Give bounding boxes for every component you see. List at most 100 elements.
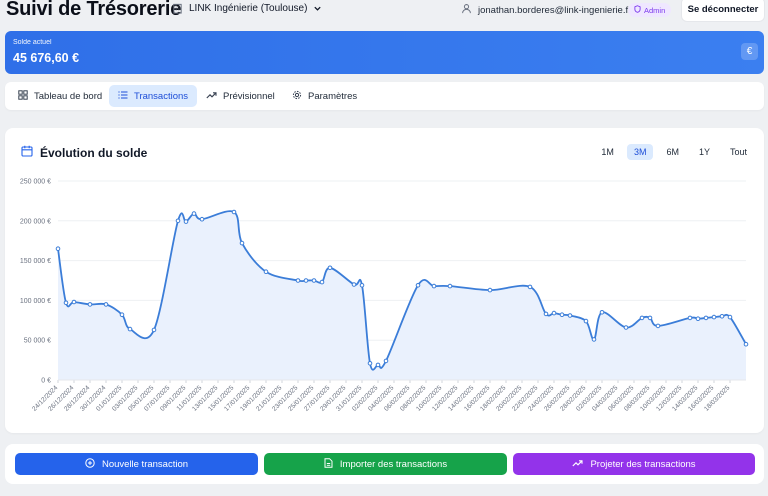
tab-settings-label: Paramètres — [308, 90, 358, 102]
range-3m-button[interactable]: 3M — [626, 144, 654, 160]
data-point — [743, 341, 749, 347]
tab-transactions[interactable]: Transactions — [109, 85, 198, 107]
data-point — [647, 315, 653, 321]
tab-dashboard-label: Tableau de bord — [34, 90, 103, 102]
list-icon — [118, 90, 128, 103]
data-point — [263, 269, 269, 274]
balance-chart-card: 0 € 50 000 € 100 000 € 150 000 € 200 000 € 25… — [5, 128, 764, 433]
company-name: LINK Ingénierie (Toulouse) — [189, 3, 308, 14]
tab-settings[interactable]: Paramètres — [283, 85, 366, 107]
user-info: jonathan.borderes@link-ingenierie.fr — [461, 3, 631, 17]
data-point — [87, 302, 93, 307]
data-point — [655, 323, 661, 329]
data-point — [199, 216, 205, 222]
y-tick-label: 100 000 € — [20, 298, 51, 305]
data-point — [527, 284, 533, 290]
data-point — [375, 362, 381, 368]
data-point — [623, 325, 629, 330]
import-transactions-button[interactable]: Importer des transactions — [264, 453, 507, 475]
balance-chart: 0 € 50 000 € 100 000 € 150 000 € 200 000 € 25… — [20, 179, 749, 413]
data-point — [63, 300, 69, 306]
trend-up-icon — [572, 458, 584, 471]
chart-title: Évolution du solde — [40, 145, 148, 160]
new-transaction-label: Nouvelle transaction — [101, 458, 189, 470]
y-tick-label: 50 000 € — [24, 338, 51, 345]
app-title: Suivi de Trésorerie — [6, 0, 182, 20]
import-transactions-label: Importer des transactions — [339, 458, 448, 470]
data-point — [55, 246, 61, 251]
range-1m-button[interactable]: 1M — [601, 147, 614, 157]
data-point — [175, 218, 181, 224]
data-point — [639, 315, 645, 321]
y-tick-label: 250 000 € — [20, 179, 51, 186]
data-point — [231, 209, 237, 215]
data-point — [447, 283, 453, 289]
euro-icon: € — [741, 43, 758, 60]
data-point — [567, 313, 573, 318]
data-point — [351, 282, 357, 287]
data-point — [551, 310, 557, 316]
data-point — [559, 312, 565, 317]
project-transactions-label: Projeter des transactions — [590, 458, 696, 470]
data-point — [119, 312, 125, 317]
data-point — [431, 283, 437, 289]
tab-dashboard[interactable]: Tableau de bord — [9, 85, 111, 107]
actions-bar: Nouvelle transaction Importer des transa… — [5, 444, 764, 484]
data-point — [359, 283, 365, 288]
range-6m-button[interactable]: 6M — [666, 147, 679, 157]
data-point — [543, 311, 549, 317]
data-point — [591, 337, 597, 342]
building-icon — [172, 3, 183, 14]
range-selector: 1M 3M 6M 1Y Tout — [594, 144, 754, 160]
role-badge-label: Admin — [644, 5, 666, 15]
data-point — [599, 310, 605, 315]
tab-forecast-label: Prévisionnel — [223, 90, 275, 102]
balance-value: 45 676,60 € — [13, 51, 80, 65]
new-transaction-button[interactable]: Nouvelle transaction — [15, 453, 258, 475]
calendar-icon — [21, 145, 33, 160]
data-point — [127, 326, 133, 332]
dashboard-grid-icon — [18, 89, 28, 103]
chevron-down-icon — [313, 4, 322, 13]
company-selector[interactable]: LINK Ingénierie (Toulouse) — [172, 3, 322, 14]
gear-icon — [292, 90, 302, 103]
data-point — [319, 279, 325, 285]
data-point — [695, 316, 701, 321]
tab-transactions-label: Transactions — [134, 90, 189, 102]
data-point — [151, 327, 157, 333]
data-point — [719, 314, 725, 319]
area-fill — [58, 211, 746, 380]
data-point — [687, 315, 693, 321]
data-point — [727, 314, 733, 320]
data-point — [327, 265, 333, 271]
logout-button[interactable]: Se déconnecter — [681, 0, 765, 22]
top-bar: Suivi de Trésorerie LINK Ingénierie (Tou… — [0, 0, 768, 24]
data-point — [415, 283, 421, 288]
balance-banner: Solde actuel 45 676,60 € € — [5, 31, 764, 74]
data-point — [239, 240, 245, 246]
data-point — [383, 358, 389, 364]
data-point — [367, 361, 373, 366]
main-tabs: Tableau de bord Transactions Prévisionne… — [5, 82, 764, 110]
data-point — [583, 318, 589, 324]
user-email: jonathan.borderes@link-ingenierie.fr — [478, 4, 632, 16]
tab-forecast[interactable]: Prévisionnel — [197, 85, 284, 107]
chart-header: Évolution du solde — [21, 145, 147, 160]
project-transactions-button[interactable]: Projeter des transactions — [513, 453, 755, 475]
balance-label: Solde actuel — [13, 39, 52, 46]
range-all-button[interactable]: Tout — [729, 147, 747, 157]
role-badge: Admin — [628, 3, 672, 17]
data-point — [711, 314, 717, 320]
data-point — [703, 315, 709, 321]
y-tick-label: 200 000 € — [20, 218, 51, 225]
data-point — [303, 278, 309, 283]
shield-icon — [634, 5, 641, 15]
data-point — [103, 302, 109, 307]
data-point — [295, 278, 301, 283]
file-icon — [324, 457, 333, 471]
trend-up-icon — [206, 90, 217, 103]
data-point — [183, 219, 189, 224]
user-icon — [461, 3, 472, 17]
y-tick-label: 0 € — [41, 378, 51, 385]
range-1y-button[interactable]: 1Y — [698, 147, 710, 157]
